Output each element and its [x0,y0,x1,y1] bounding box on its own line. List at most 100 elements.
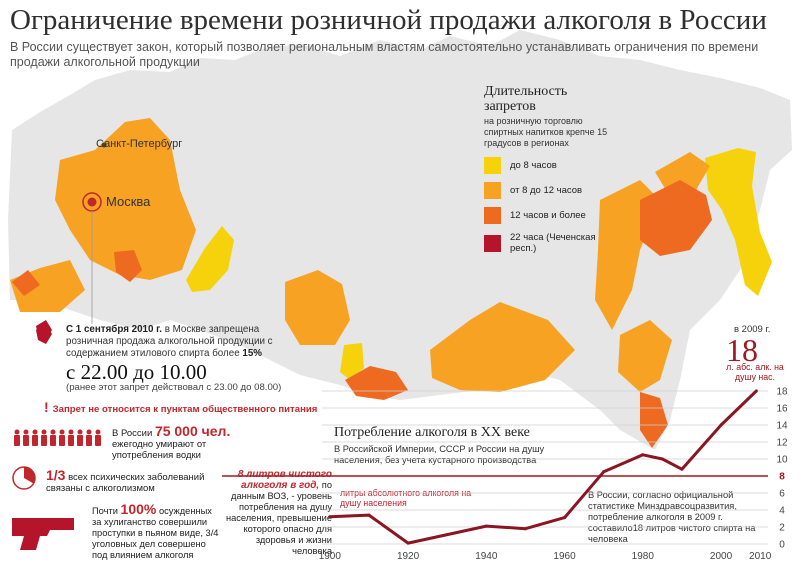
city-label-spb: Санкт-Петербург [96,138,183,150]
stat-who-text: по данным ВОЗ, - уровень потребления на … [225,480,332,556]
legend-label: 22 часа (Чеченская респ.) [510,232,596,254]
data-point [328,515,332,519]
data-point [484,524,488,528]
y-tick-label: 16 [776,404,788,415]
x-tick-label: 1900 [319,551,342,562]
legend-item-red: 22 часа (Чеченская респ.) [484,232,614,254]
legend-item-darkorange: 12 часов и более [484,207,614,224]
peak-value: 18 [726,332,758,368]
data-point [660,457,664,461]
exclusion-note: ! Запрет не относится к пунктам обществен… [44,399,317,415]
stat-crime: Почти 100% осужденных за хулиганство сов… [92,501,222,561]
moscow-note-percent: 15% [242,348,262,359]
legend-swatch [484,157,501,174]
x-tick-label: 1920 [397,551,420,562]
region-darkorange-kavkaz [12,270,40,296]
data-point [602,470,606,474]
spb-marker[interactable] [101,142,107,148]
legend-label: от 8 до 12 часов [510,185,583,196]
data-point [680,467,684,471]
legend-title: Длительность запретов [484,84,568,114]
moscow-time-range: с 22.00 до 10.00 [66,360,207,384]
y-tick-label: 14 [776,421,788,432]
exclusion-text: Запрет не относится к пунктам общественн… [52,404,318,415]
exclamation-icon: ! [44,399,49,415]
y-tick-label: 8 [779,472,785,483]
data-point [367,513,371,517]
data-point [641,453,645,457]
y-tick-label: 6 [779,489,785,500]
region-orange-north [55,118,196,280]
stat-crime-pre: Почти [92,506,118,516]
region-darkorange-khabarovsk [640,392,668,448]
moscow-time-before: (ранее этот запрет действовал с 23.00 до… [66,382,282,393]
legend-label: 12 часов и более [510,210,586,221]
legend: Длительность запретов на розничную торго… [484,84,614,254]
moscow-note: С 1 сентября 2010 г. в Москве запрещена … [66,324,296,360]
page-subtitle: В России существует закон, который позво… [10,40,759,69]
stat-deaths: В России 75 000 чел. ежегодно умирают от… [112,423,242,461]
peak-unit: л. абс. алк. на душу нас. [726,362,784,382]
y-tick-label: 0 [779,540,785,551]
region-orange-amur [618,320,672,392]
legend-swatch [484,182,501,199]
city-label-moscow: Москва [106,194,151,209]
x-tick-label: 1980 [632,551,655,562]
stat-deaths-pre: В России [112,428,153,439]
data-point [563,516,567,520]
chart-note: В России, согласно официальной статистик… [588,490,756,544]
y-tick-label: 4 [779,506,785,517]
legend-item-yellow: до 8 часов [484,157,614,174]
region-yellow-kamchatka [705,148,772,296]
stat-crime-value: 100% [120,501,157,517]
page-title: Ограничение времени розничной продажи ал… [10,4,767,36]
legend-item-orange: от 8 до 12 часов [484,182,614,199]
stat-deaths-text: ежегодно умирают от употребления водки [112,439,207,461]
stat-mental-text: всех психических заболеваний связаны с а… [46,472,205,494]
russia-landmass [8,30,792,450]
region-darkorange-west [114,250,142,282]
data-point [406,541,410,545]
x-tick-label: 2010 [749,551,772,562]
data-point [445,533,449,537]
red-map-marker-icon [36,324,52,344]
y-tick-label: 18 [776,387,788,398]
pie-chart-icon [12,466,36,490]
y-tick-label: 12 [776,438,788,449]
data-point [523,527,527,531]
y-tick-label: 10 [776,455,788,466]
pistol-icon [12,518,74,550]
moscow-marker[interactable] [82,192,102,324]
data-point [719,423,723,427]
region-orange-irkutsk [430,302,575,392]
stat-deaths-value: 75 000 чел. [154,423,231,439]
x-tick-label: 1940 [475,551,498,562]
stat-mental: 1/3 всех психических заболеваний связаны… [46,467,236,494]
x-tick-label: 2000 [710,551,733,562]
region-yellow-altai [340,343,364,380]
legend-swatch [484,234,501,252]
people-icon [14,429,101,446]
stat-who-value: 8 литров чистого алкоголя в год, [237,469,332,491]
region-darkorange-tuva [345,366,408,400]
stat-mental-value: 1/3 [46,467,66,483]
region-yellow-central [186,226,234,292]
peak-year: в 2009 г. [734,324,771,335]
legend-subtitle: на розничную торговлю спиртных напитков … [484,116,608,148]
stat-who: 8 литров чистого алкоголя в год, по данн… [222,469,332,557]
chart-subtitle: В Российской Империи, СССР и России на д… [334,444,545,465]
legend-label: до 8 часов [510,160,557,171]
y-tick-label: 2 [779,523,785,534]
chart-title: Потребление алкоголя в XX веке [334,425,530,440]
moscow-note-date: С 1 сентября 2010 г. [66,324,162,335]
legend-swatch [484,207,501,224]
stat-crime-text: осужденных за хулиганство совершили прос… [92,506,219,560]
region-orange-siberia [285,270,350,345]
moscow-note-text: в Москве запрещена розничная продажа алк… [66,324,273,359]
series-line [328,389,758,545]
x-tick-label: 1960 [553,551,576,562]
region-darkorange-magadan [640,180,712,256]
data-point [754,389,758,393]
